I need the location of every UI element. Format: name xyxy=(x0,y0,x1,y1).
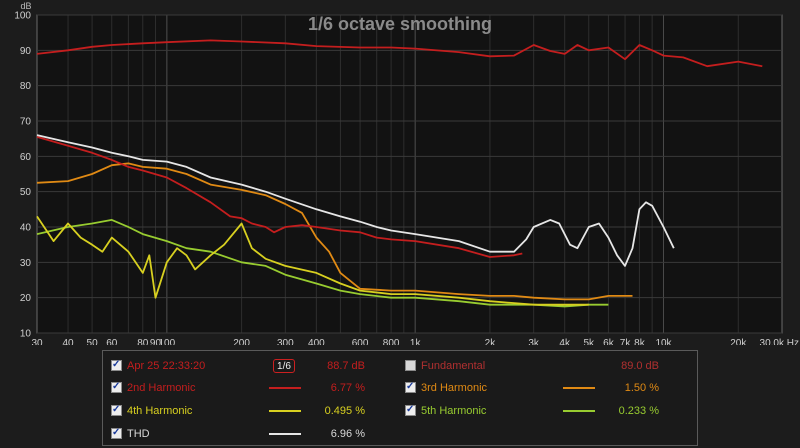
x-tick-label: 90 xyxy=(150,338,162,345)
x-tick-label: 30 xyxy=(31,338,43,345)
x-tick-label: 4k xyxy=(559,338,571,345)
y-tick-label: 90 xyxy=(20,46,32,57)
x-tick-label: 200 xyxy=(233,338,250,345)
legend-row-thd: THD 6.96 % xyxy=(111,424,401,443)
legend-row-4th-harmonic: 4th Harmonic 0.495 % xyxy=(111,401,401,420)
series-line-2nd-harmonic xyxy=(36,136,523,258)
x-tick-label: 40 xyxy=(62,338,74,345)
2nd-harmonic-swatch xyxy=(269,387,301,389)
y-axis-label: dB xyxy=(20,1,31,11)
distortion-chart: 1/6 octave smoothingdB102030405060708090… xyxy=(14,1,799,345)
x-tick-label: 100 xyxy=(159,338,176,345)
x-tick-label: 1k xyxy=(410,338,422,345)
y-tick-label: 70 xyxy=(20,117,32,128)
plot-area xyxy=(36,14,783,334)
3rd-harmonic-label: 3rd Harmonic xyxy=(421,382,488,394)
3rd-harmonic-value: 1.50 % xyxy=(624,382,659,394)
y-tick-label: 80 xyxy=(20,81,32,92)
5th-harmonic-value: 0.233 % xyxy=(618,405,659,417)
legend-row-5th-harmonic: 5th Harmonic 0.233 % xyxy=(405,401,695,420)
4th-harmonic-checkbox[interactable] xyxy=(111,401,122,419)
x-tick-label: 800 xyxy=(383,338,400,345)
legend-row-2nd-harmonic: 2nd Harmonic 6.77 % xyxy=(111,378,401,397)
3rd-harmonic-checkbox[interactable] xyxy=(405,378,416,396)
series-line-thd xyxy=(36,134,675,267)
x-tick-label: 50 xyxy=(87,338,99,345)
4th-harmonic-label: 4th Harmonic xyxy=(127,405,193,417)
y-tick-label: 50 xyxy=(20,187,32,198)
4th-harmonic-swatch xyxy=(269,410,301,412)
fundamental-checkbox[interactable] xyxy=(405,360,416,371)
y-tick-label: 20 xyxy=(20,293,32,304)
5th-harmonic-checkbox[interactable] xyxy=(405,401,416,419)
x-tick-label: 30.0k Hz xyxy=(760,338,799,345)
2nd-harmonic-checkbox[interactable] xyxy=(111,378,122,396)
x-tick-label: 400 xyxy=(308,338,325,345)
thd-swatch xyxy=(269,433,301,435)
y-tick-label: 40 xyxy=(20,223,32,234)
legend-panel: Apr 25 22:33:20 1/6 88.7 dB Fundamental … xyxy=(102,350,698,446)
x-tick-label: 8k xyxy=(634,338,646,345)
2nd-harmonic-value: 6.77 % xyxy=(330,382,365,394)
series-line-apr-25-22-33-20 xyxy=(36,39,763,68)
x-tick-label: 2k xyxy=(485,338,497,345)
x-tick-label: 80 xyxy=(137,338,149,345)
4th-harmonic-value: 0.495 % xyxy=(324,405,365,417)
x-tick-label: 7k xyxy=(620,338,632,345)
legend-row-3rd-harmonic: 3rd Harmonic 1.50 % xyxy=(405,378,695,397)
chart-title: 1/6 octave smoothing xyxy=(308,14,492,34)
3rd-harmonic-swatch xyxy=(563,387,595,389)
5th-harmonic-swatch xyxy=(563,410,595,412)
series-line-4th-harmonic xyxy=(36,215,589,306)
measurement-checkbox[interactable] xyxy=(111,356,122,374)
thd-value: 6.96 % xyxy=(330,428,365,440)
x-tick-label: 600 xyxy=(352,338,369,345)
5th-harmonic-label: 5th Harmonic xyxy=(421,405,487,417)
thd-label: THD xyxy=(127,428,150,440)
measurement-label: Apr 25 22:33:20 xyxy=(127,360,206,372)
thd-checkbox[interactable] xyxy=(111,424,122,442)
x-tick-label: 5k xyxy=(583,338,595,345)
y-tick-label: 10 xyxy=(20,329,32,340)
fundamental-label: Fundamental xyxy=(421,360,486,372)
smoothing-badge[interactable]: 1/6 xyxy=(273,359,295,373)
x-tick-label: 60 xyxy=(106,338,118,345)
series-line-5th-harmonic xyxy=(36,219,609,308)
series-line-3rd-harmonic xyxy=(36,162,633,301)
x-tick-label: 300 xyxy=(277,338,294,345)
y-tick-label: 100 xyxy=(14,11,31,22)
x-tick-label: 6k xyxy=(603,338,615,345)
legend-row-measurement: Apr 25 22:33:20 1/6 88.7 dB xyxy=(111,356,401,375)
measurement-value: 88.7 dB xyxy=(327,360,365,372)
legend-row-fundamental: Fundamental 89.0 dB xyxy=(405,357,695,375)
x-tick-label: 20k xyxy=(730,338,747,345)
y-tick-label: 60 xyxy=(20,152,32,163)
fundamental-value: 89.0 dB xyxy=(621,360,659,372)
x-tick-label: 10k xyxy=(655,338,672,345)
x-tick-label: 3k xyxy=(528,338,540,345)
y-tick-label: 30 xyxy=(20,258,32,269)
2nd-harmonic-label: 2nd Harmonic xyxy=(127,382,196,394)
